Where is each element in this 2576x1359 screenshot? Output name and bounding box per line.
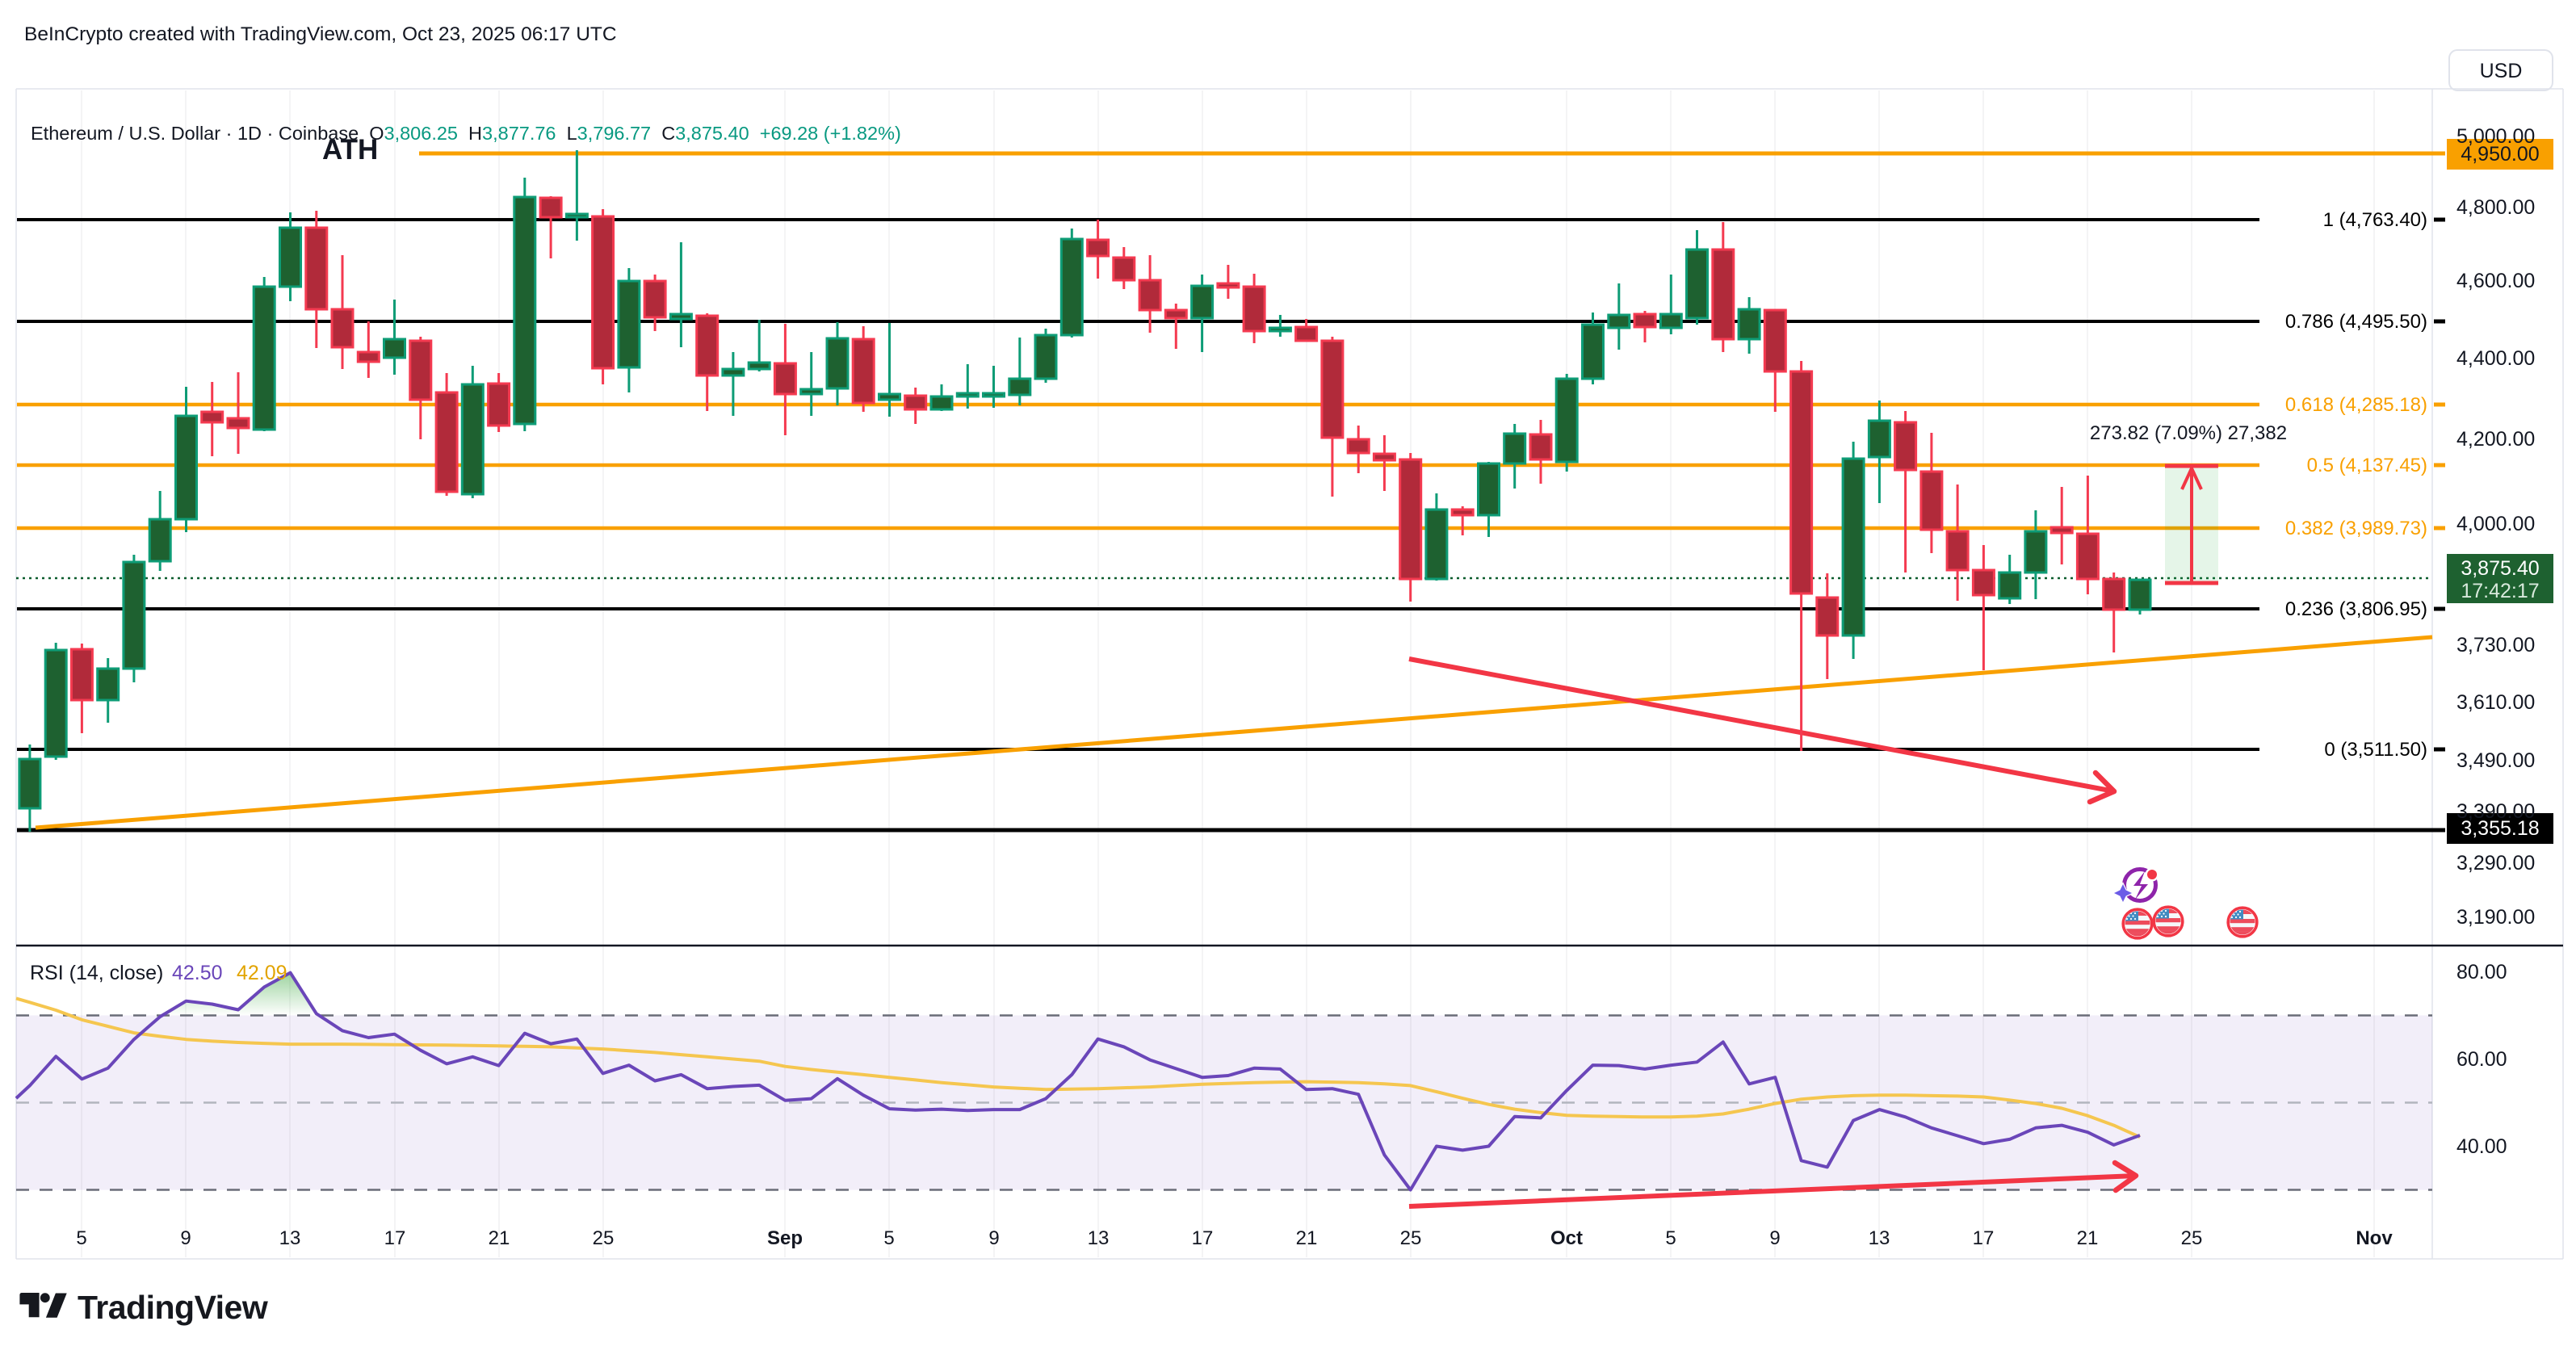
svg-text:17: 17 (1192, 1227, 1214, 1249)
svg-text:21: 21 (489, 1227, 510, 1249)
svg-text:273.82 (7.09%) 27,382: 273.82 (7.09%) 27,382 (2090, 422, 2287, 444)
svg-text:3,610.00: 3,610.00 (2456, 691, 2535, 714)
svg-text:3,290.00: 3,290.00 (2456, 852, 2535, 875)
svg-text:42.50: 42.50 (172, 962, 223, 984)
svg-text:60.00: 60.00 (2456, 1048, 2507, 1071)
svg-text:0.382 (3,989.73): 0.382 (3,989.73) (2285, 518, 2427, 539)
svg-text:3,190.00: 3,190.00 (2456, 906, 2535, 929)
svg-text:17: 17 (1973, 1227, 1995, 1249)
svg-text:13: 13 (1869, 1227, 1890, 1249)
svg-text:0.618 (4,285.18): 0.618 (4,285.18) (2285, 394, 2427, 416)
svg-text:3,355.18: 3,355.18 (2461, 817, 2539, 840)
svg-text:Oct: Oct (1550, 1227, 1583, 1249)
svg-text:4,600.00: 4,600.00 (2456, 270, 2535, 292)
svg-text:13: 13 (279, 1227, 301, 1249)
svg-text:Sep: Sep (767, 1227, 803, 1249)
svg-text:21: 21 (1296, 1227, 1318, 1249)
svg-text:3,875.40: 3,875.40 (2461, 557, 2539, 580)
svg-text:25: 25 (1400, 1227, 1422, 1249)
svg-text:40.00: 40.00 (2456, 1135, 2507, 1158)
svg-text:4,950.00: 4,950.00 (2461, 143, 2539, 166)
svg-text:Nov: Nov (2356, 1227, 2393, 1249)
svg-text:3,390.00: 3,390.00 (2456, 800, 2535, 823)
svg-text:9: 9 (988, 1227, 999, 1249)
svg-text:ATH: ATH (322, 134, 378, 166)
svg-text:BeInCrypto created with Tradin: BeInCrypto created with TradingView.com,… (24, 23, 617, 45)
svg-text:4,800.00: 4,800.00 (2456, 196, 2535, 219)
svg-text:21: 21 (2077, 1227, 2099, 1249)
svg-text:0.236 (3,806.95): 0.236 (3,806.95) (2285, 598, 2427, 620)
svg-text:5: 5 (1665, 1227, 1676, 1249)
svg-text:25: 25 (593, 1227, 615, 1249)
svg-text:4,400.00: 4,400.00 (2456, 347, 2535, 370)
svg-text:25: 25 (2181, 1227, 2203, 1249)
svg-text:USD: USD (2480, 60, 2523, 82)
svg-text:13: 13 (1088, 1227, 1110, 1249)
svg-text:4,000.00: 4,000.00 (2456, 513, 2535, 535)
svg-text:17:42:17: 17:42:17 (2461, 580, 2539, 602)
svg-text:0.786 (4,495.50): 0.786 (4,495.50) (2285, 311, 2427, 333)
svg-text:0 (3,511.50): 0 (3,511.50) (2324, 739, 2427, 761)
svg-text:42.09: 42.09 (237, 962, 287, 984)
svg-text:5: 5 (76, 1227, 86, 1249)
svg-text:9: 9 (1769, 1227, 1780, 1249)
svg-text:0.5 (4,137.45): 0.5 (4,137.45) (2307, 455, 2427, 476)
svg-text:3,490.00: 3,490.00 (2456, 749, 2535, 772)
svg-text:3,730.00: 3,730.00 (2456, 634, 2535, 656)
svg-text:80.00: 80.00 (2456, 961, 2507, 984)
svg-text:1 (4,763.40): 1 (4,763.40) (2323, 209, 2427, 231)
svg-text:5: 5 (883, 1227, 894, 1249)
svg-text:9: 9 (180, 1227, 191, 1249)
svg-text:5,000.00: 5,000.00 (2456, 125, 2535, 148)
svg-text:RSI (14, close): RSI (14, close) (30, 962, 163, 984)
svg-text:17: 17 (384, 1227, 406, 1249)
svg-text:TradingView: TradingView (78, 1289, 268, 1326)
svg-text:Ethereum / U.S. Dollar · 1D ·: Ethereum / U.S. Dollar · 1D · Coinbase O… (31, 123, 901, 144)
svg-text:4,200.00: 4,200.00 (2456, 428, 2535, 451)
